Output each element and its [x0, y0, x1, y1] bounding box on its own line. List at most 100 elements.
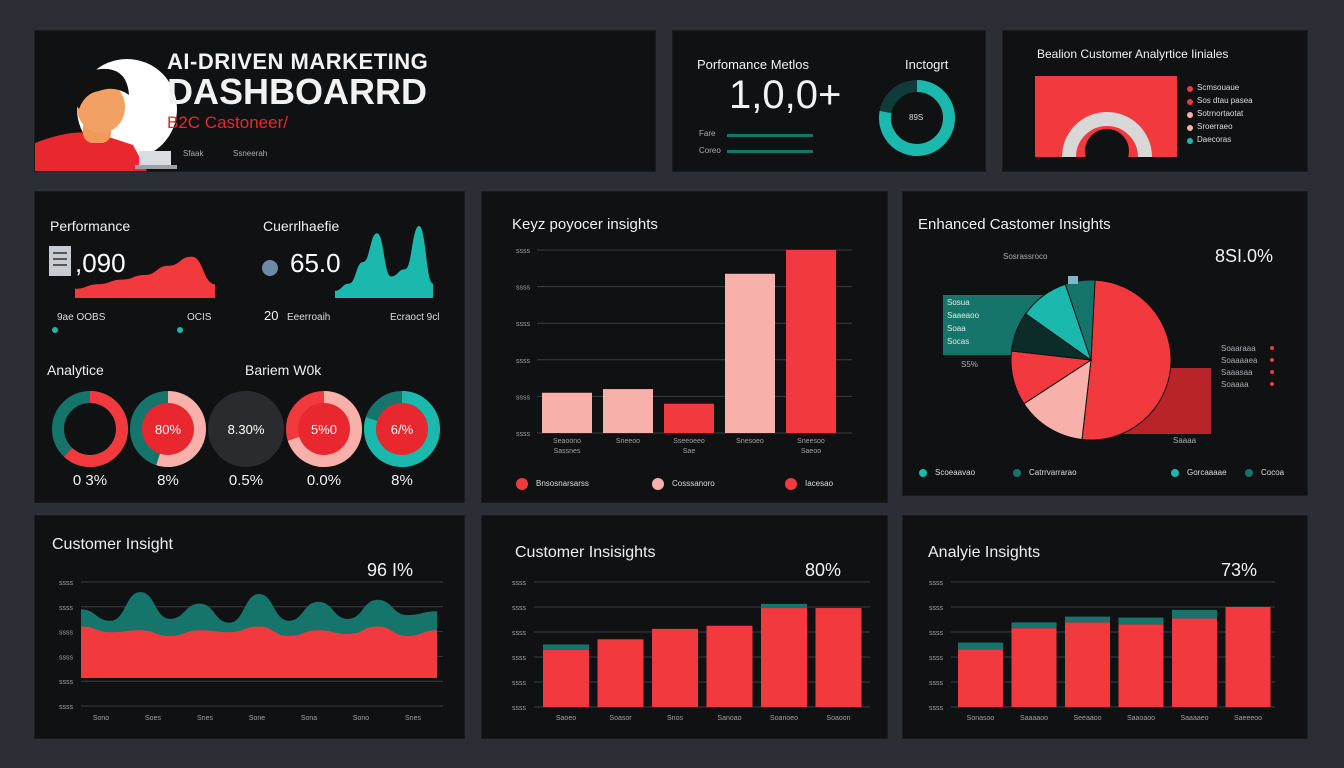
perf-title: Performance — [50, 218, 131, 234]
br-bar — [1118, 624, 1164, 707]
footer-b: Ssneerah — [233, 149, 268, 158]
bl-xtick: Sone — [249, 715, 265, 722]
doc-icon — [49, 246, 278, 276]
bm-ytick: ssss — [512, 680, 527, 687]
bl-xtick: Snes — [197, 715, 213, 722]
bm-ytick: ssss — [512, 580, 527, 587]
analytics-panel: Bealion Customer Analyrtice Iiniales Scm… — [1003, 31, 1307, 171]
bm-xtick: Snos — [667, 715, 683, 722]
br-ytick: ssss — [929, 630, 944, 637]
br-bar — [1065, 622, 1110, 707]
overview-panel: Performance ,090 9ae OOBS OCIS Cuerrlhae… — [35, 192, 464, 502]
bl-xtick: Soes — [145, 715, 161, 722]
metrics-row2-bar — [727, 150, 813, 153]
footer-a: Sfaak — [183, 149, 204, 158]
laptop-icon — [139, 151, 171, 167]
br-xtick: Sonasoo — [967, 715, 995, 722]
globe-icon — [262, 260, 278, 276]
br-ytick: ssss — [929, 655, 944, 662]
donut-value-arc — [879, 80, 955, 156]
enhanced-value: 8SI.0% — [1215, 246, 1274, 266]
enhanced-bottom-small: Saaaa — [1173, 436, 1197, 445]
br-xtick: Saeeeoo — [1234, 715, 1262, 722]
perf-sub-dot-1 — [52, 327, 58, 333]
key-xtick: Sseeoeeo — [673, 438, 705, 445]
br-xtick: Saaaaeo — [1180, 715, 1208, 722]
analytics-legend-dot — [1187, 86, 1193, 92]
gauge-value-arc — [63, 391, 128, 467]
key-legend-dot — [652, 478, 664, 490]
bm-ytick: ssss — [512, 630, 527, 637]
avatar-illustration — [35, 59, 177, 171]
gauge-value-arc — [364, 391, 440, 467]
key-ytick: ssss — [516, 248, 531, 255]
key-ytick: ssss — [516, 394, 531, 401]
key-legend-label: Bnsosnarsarss — [536, 479, 589, 488]
customer-insisights-panel: Customer Insisights 80% ssss ssss ssss ssss… — [482, 516, 887, 738]
gauge-value-arc — [156, 391, 206, 467]
dashboard-title-line1: AI-DRIVEN MARKETING — [167, 49, 429, 74]
key-xtick-2: Sassnes — [554, 448, 581, 455]
bl-ytick: ssss — [59, 679, 74, 686]
analytics-legend-label: Sroerraeo — [1197, 122, 1233, 131]
perf-sub2: OCIS — [187, 312, 212, 323]
enhanced-legend-label: Gorcaaaae — [1187, 468, 1227, 477]
gauge-value-arc — [287, 391, 362, 467]
bl-title: Customer Insight — [52, 536, 173, 553]
bm-xtick: Sanoao — [717, 715, 741, 722]
br-ytick: ssss — [929, 680, 944, 687]
bm-bar-chart: ssss ssss ssss ssss ssss ssss Saoeo Soasor Snos S… — [512, 580, 870, 722]
bm-ytick: ssss — [512, 655, 527, 662]
br-bar — [1225, 607, 1271, 707]
analytics-legend-label: Daecoras — [1197, 135, 1232, 144]
bm-ytick: ssss — [512, 605, 527, 612]
analytics-legend-dot — [1187, 99, 1193, 105]
br-bar — [958, 649, 1003, 707]
cust-area-chart — [335, 226, 433, 298]
metrics-value: 1,0,0+ — [729, 73, 842, 117]
gauge-center-value: 8.30% — [228, 422, 265, 437]
br-bar-chart: ssss ssss ssss ssss ssss ssss Sonasoo Saaaaoo Se… — [929, 580, 1275, 722]
key-bar — [664, 403, 714, 433]
bl-series-red — [81, 626, 437, 678]
perf-area-chart — [75, 256, 215, 298]
br-bar-cap — [1065, 616, 1110, 623]
bm-ytick: ssss — [512, 705, 527, 712]
gauge-label: 0.0% — [306, 472, 342, 489]
key-legend-dot — [516, 478, 528, 490]
key-ytick: ssss — [516, 285, 531, 292]
enhanced-legend-label: Cocoa — [1261, 468, 1285, 477]
enhanced-legend-dot — [1013, 469, 1021, 477]
bm-bar — [543, 649, 589, 707]
enhanced-left-label: Socas — [947, 337, 970, 346]
enhanced-panel: Enhanced Castomer Insights 8SI.0% Sosras… — [903, 192, 1307, 495]
key-xtick: Snesoeo — [736, 438, 764, 445]
perf-sub-dot-2 — [177, 327, 183, 333]
analytics-legend-label: Sotrnortaotat — [1197, 109, 1244, 118]
enhanced-right-dot — [1270, 382, 1274, 386]
metrics-row1-label: Fare — [699, 129, 716, 138]
enhanced-top-label: Sosrassroco — [1003, 252, 1048, 261]
analytics-title: Bealion Customer Analyrtice Iiniales — [1037, 47, 1229, 61]
dashboard-subtitle: B2C Castoneer/ — [167, 113, 288, 132]
enhanced-left-label: Sosua — [947, 298, 970, 307]
enhanced-legend-dot — [1171, 469, 1179, 477]
customer-insight-panel: Customer Insight 96 I% ssss ssss ssss ssss s… — [35, 516, 464, 738]
analytics-gauge — [1062, 112, 1152, 171]
perf-area-series — [75, 256, 215, 298]
cust-area-series — [335, 226, 433, 298]
enhanced-right-label: Soaaraaa — [1221, 344, 1256, 353]
enhanced-pie-chart — [1010, 276, 1172, 441]
gauge-center-value: 6/% — [391, 422, 414, 437]
bl-area-chart: ssss ssss ssss ssss ssss ssss Sono Soes Snes Sone… — [59, 580, 443, 722]
br-ytick: ssss — [929, 605, 944, 612]
bl-ytick: ssss — [59, 704, 74, 711]
key-bar — [786, 250, 836, 433]
enhanced-legend-label: Scoeaavao — [935, 468, 976, 477]
br-value: 73% — [1221, 560, 1258, 580]
gauge-center-value: 5%0 — [311, 422, 337, 437]
enhanced-legend-dot — [919, 469, 927, 477]
key-xtick: Seaoono — [553, 438, 581, 445]
key-bar — [542, 392, 592, 433]
dashboard-title-line2: DASHBOARRD — [167, 71, 427, 112]
